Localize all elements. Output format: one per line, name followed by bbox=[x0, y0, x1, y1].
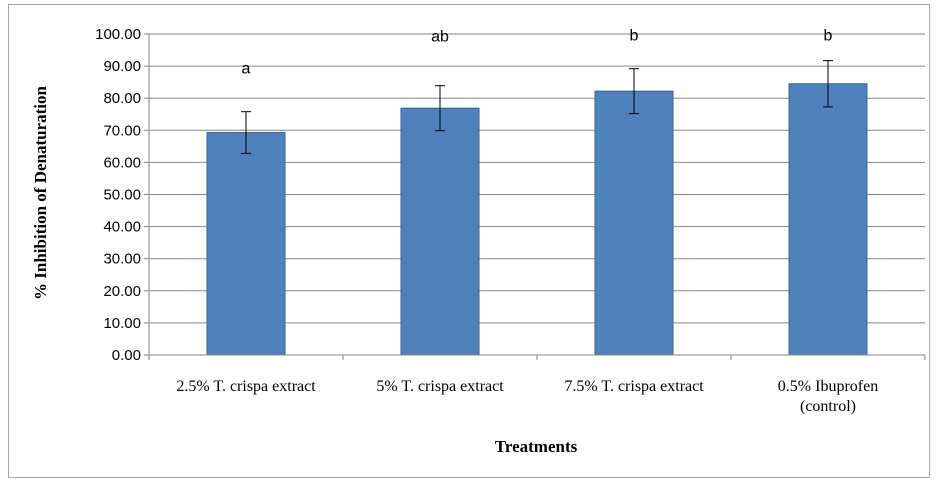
y-tick-label: 90.00 bbox=[103, 58, 141, 75]
y-tick-label: 20.00 bbox=[103, 283, 141, 300]
x-category-label: 5% T. crispa extract bbox=[376, 378, 504, 395]
y-tick-label: 0.00 bbox=[112, 347, 141, 364]
significance-label: b bbox=[630, 27, 639, 44]
bar bbox=[400, 107, 480, 356]
y-axis-title: % Inhibition of Denaturation bbox=[31, 85, 50, 299]
bar-chart: 0.00 10.00 20.00 30.00 40.00 50.00 60.00 70.00 8… bbox=[31, 26, 926, 456]
axes bbox=[144, 33, 926, 360]
y-tick-label: 100.00 bbox=[95, 26, 141, 43]
significance-label: b bbox=[824, 27, 833, 44]
x-category-label: 2.5% T. crispa extract bbox=[176, 378, 316, 395]
bar bbox=[206, 132, 286, 356]
bar bbox=[788, 83, 868, 356]
x-category-label: 0.5% Ibuprofen bbox=[778, 378, 878, 395]
x-category-labels: 2.5% T. crispa extract 5% T. crispa extra… bbox=[176, 378, 878, 415]
y-tick-label: 50.00 bbox=[103, 187, 141, 204]
x-axis-title: Treatments bbox=[495, 437, 578, 456]
y-tick-label: 70.00 bbox=[103, 122, 141, 139]
significance-labels: a ab b b bbox=[242, 27, 833, 77]
y-tick-label: 60.00 bbox=[103, 154, 141, 171]
y-tick-label: 30.00 bbox=[103, 251, 141, 268]
y-tick-labels: 0.00 10.00 20.00 30.00 40.00 50.00 60.00 70.00 8… bbox=[95, 26, 141, 364]
significance-label: ab bbox=[431, 28, 449, 45]
chart-frame: 0.00 10.00 20.00 30.00 40.00 50.00 60.00 70.00 8… bbox=[8, 4, 930, 478]
significance-label: a bbox=[242, 60, 251, 77]
y-tick-label: 80.00 bbox=[103, 90, 141, 107]
y-tick-label: 10.00 bbox=[103, 315, 141, 332]
x-category-label: 7.5% T. crispa extract bbox=[564, 378, 704, 395]
bars bbox=[206, 60, 868, 356]
y-tick-label: 40.00 bbox=[103, 219, 141, 236]
bar bbox=[594, 90, 674, 356]
x-category-label: (control) bbox=[800, 398, 856, 415]
